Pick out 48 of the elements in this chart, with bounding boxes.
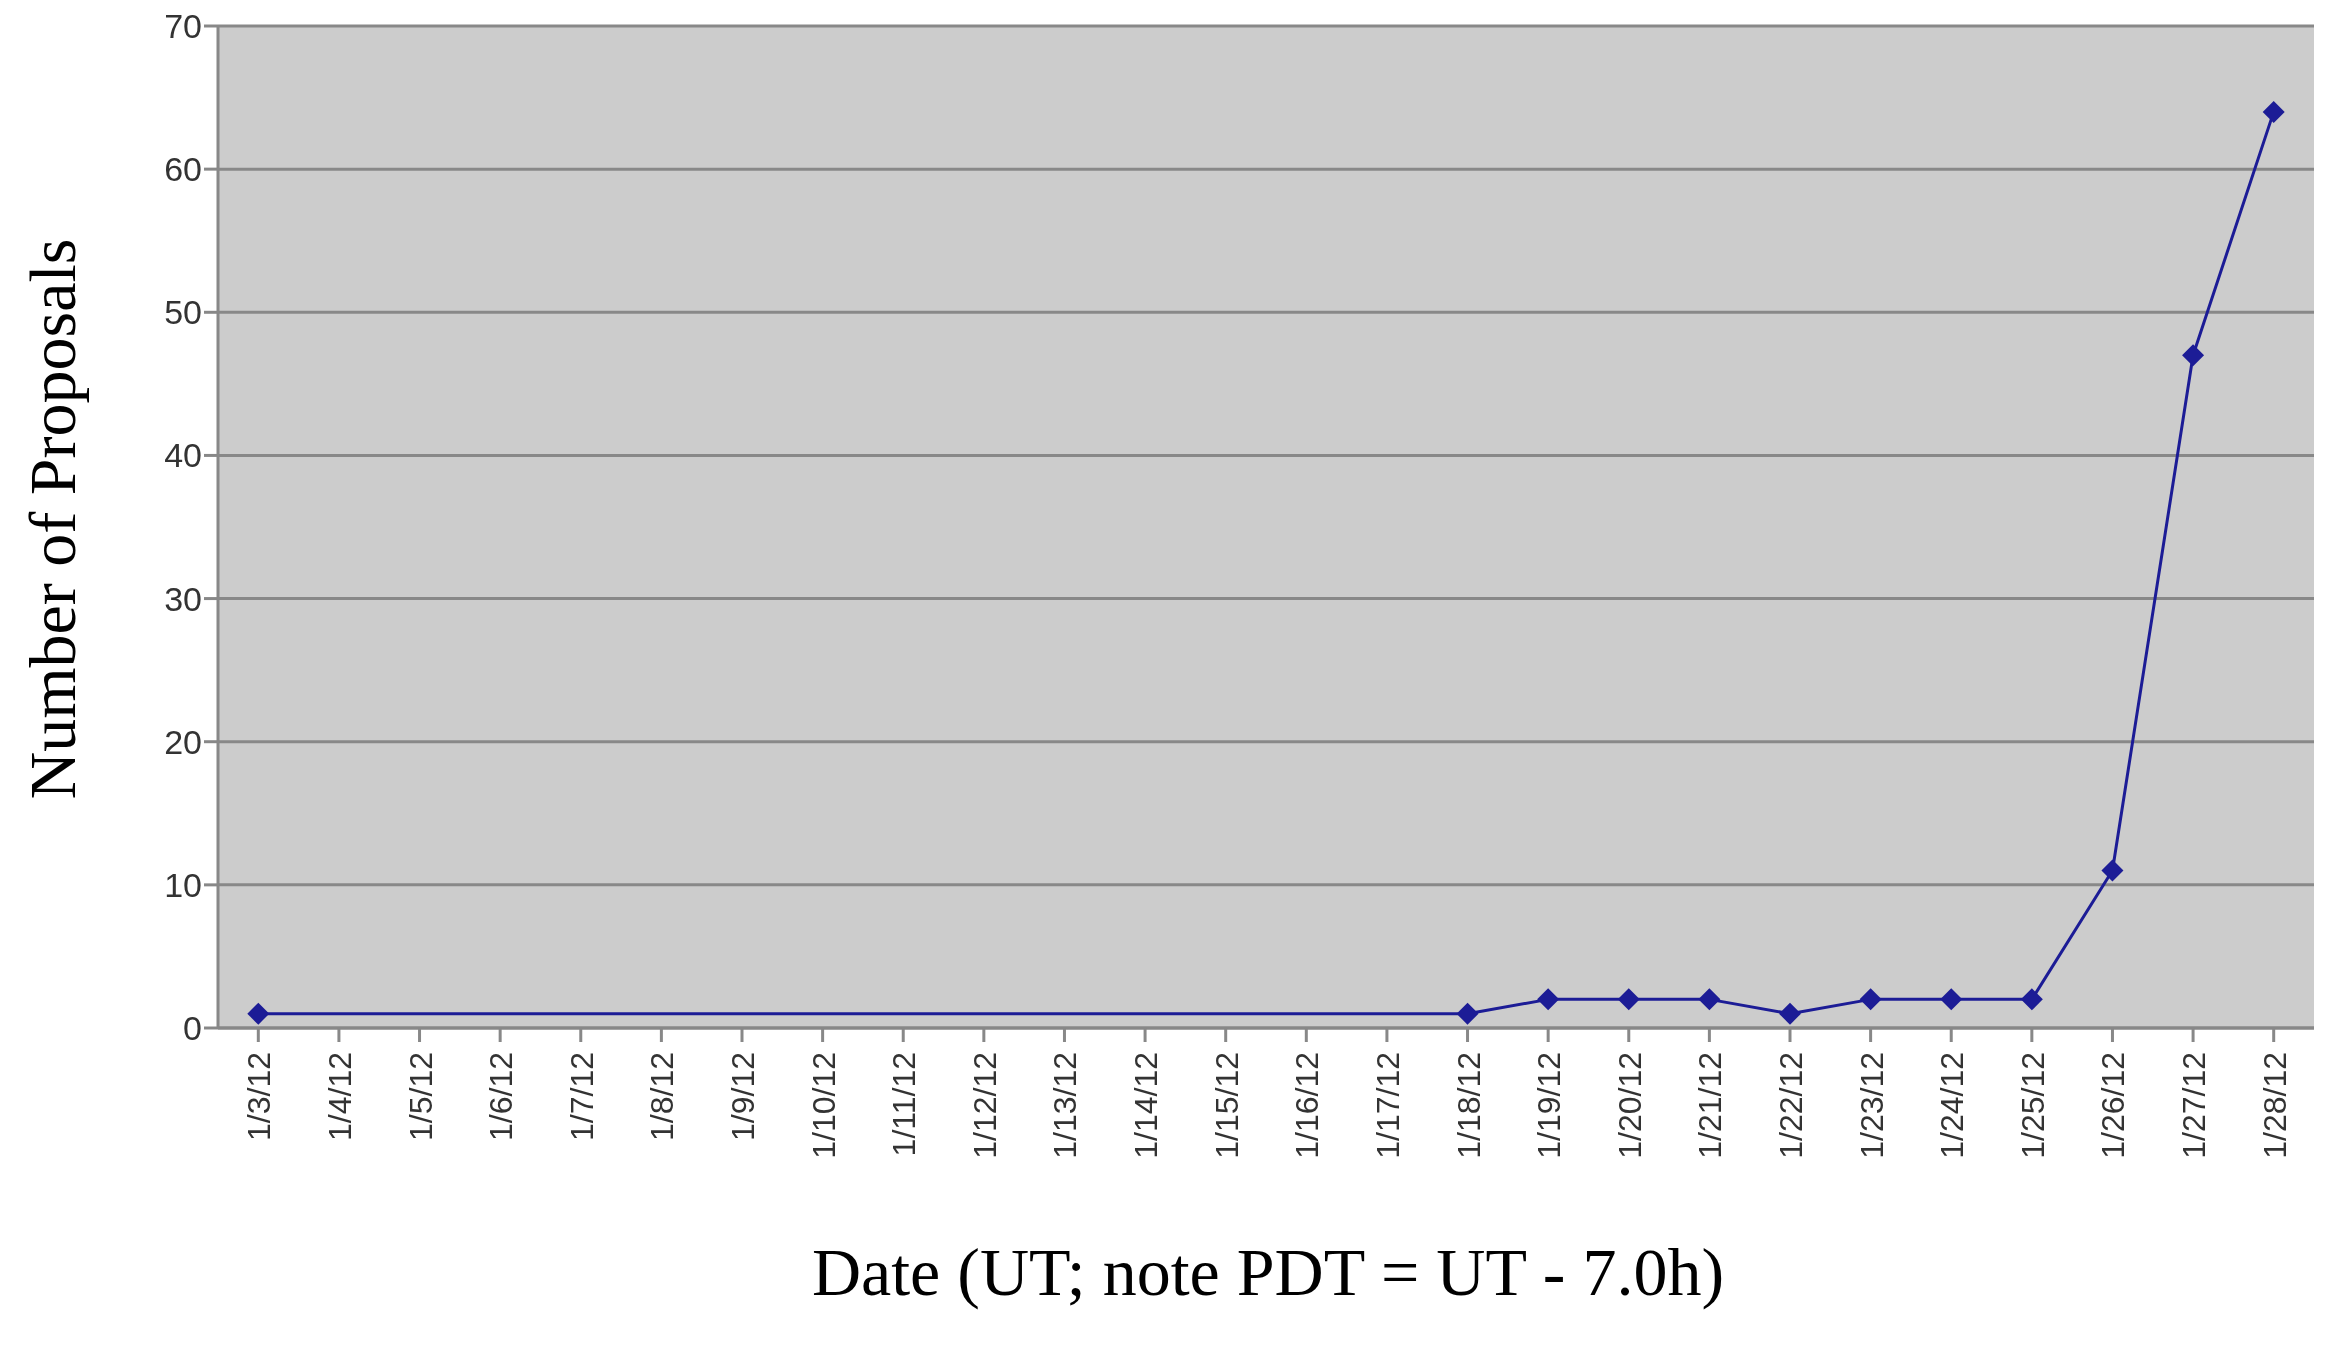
point (247, 1002, 270, 1025)
point (1940, 988, 1963, 1011)
x-tick-label: 1/4/12 (321, 1052, 358, 1141)
y-tick-label: 20 (164, 722, 202, 761)
y-tick-label: 50 (164, 293, 202, 332)
y-tick-label: 10 (164, 865, 202, 904)
y-axis-title: Number of Proposals (15, 238, 90, 799)
x-tick-label: 1/10/12 (805, 1052, 842, 1159)
x-tick-label: 1/15/12 (1208, 1052, 1245, 1159)
x-tick-label: 1/21/12 (1692, 1052, 1729, 1159)
x-tick-label: 1/9/12 (725, 1052, 761, 1141)
y-tick-label: 70 (164, 7, 202, 46)
point (1698, 988, 1721, 1011)
y-tick-label: 30 (164, 579, 202, 618)
point (1859, 988, 1882, 1011)
y-tick-label: 60 (164, 150, 202, 189)
point (2262, 100, 2285, 123)
point (1456, 1002, 1479, 1025)
y-tick-label: 40 (164, 436, 202, 475)
x-tick-label: 1/13/12 (1047, 1052, 1084, 1159)
x-tick-label: 1/18/12 (1450, 1052, 1487, 1159)
x-tick-label: 1/19/12 (1531, 1052, 1568, 1159)
point (2020, 988, 2043, 1011)
x-tick-label: 1/27/12 (2176, 1052, 2213, 1159)
x-tick-label: 1/5/12 (402, 1052, 439, 1141)
point (1617, 988, 1640, 1011)
point (2182, 344, 2205, 367)
x-tick-label: 1/20/12 (1611, 1052, 1648, 1159)
x-tick-label: 1/25/12 (2014, 1052, 2051, 1159)
x-tick-label: 1/12/12 (966, 1052, 1003, 1159)
x-tick-label: 1/11/12 (886, 1052, 923, 1157)
point (2101, 859, 2124, 882)
x-tick-label: 1/8/12 (644, 1052, 681, 1141)
point (1537, 988, 1560, 1011)
x-tick-label: 1/26/12 (2095, 1052, 2132, 1159)
x-tick-label: 1/6/12 (483, 1052, 520, 1141)
x-tick-label: 1/7/12 (563, 1052, 600, 1141)
point (1779, 1002, 1801, 1025)
x-tick-label: 1/16/12 (1289, 1052, 1326, 1159)
x-tick-label: 1/24/12 (1934, 1052, 1971, 1159)
x-tick-label: 1/23/12 (1853, 1052, 1890, 1159)
x-tick-label: 1/3/12 (241, 1052, 278, 1141)
x-tick-label: 1/22/12 (1773, 1052, 1809, 1159)
x-tick-label: 1/14/12 (1128, 1052, 1165, 1159)
x-axis-title: Date (UT; note PDT = UT - 7.0h) (810, 1233, 1726, 1312)
y-tick-label: 0 (183, 1009, 202, 1048)
x-tick-label: 1/28/12 (2256, 1052, 2293, 1159)
x-tick-label: 1/17/12 (1369, 1052, 1406, 1159)
